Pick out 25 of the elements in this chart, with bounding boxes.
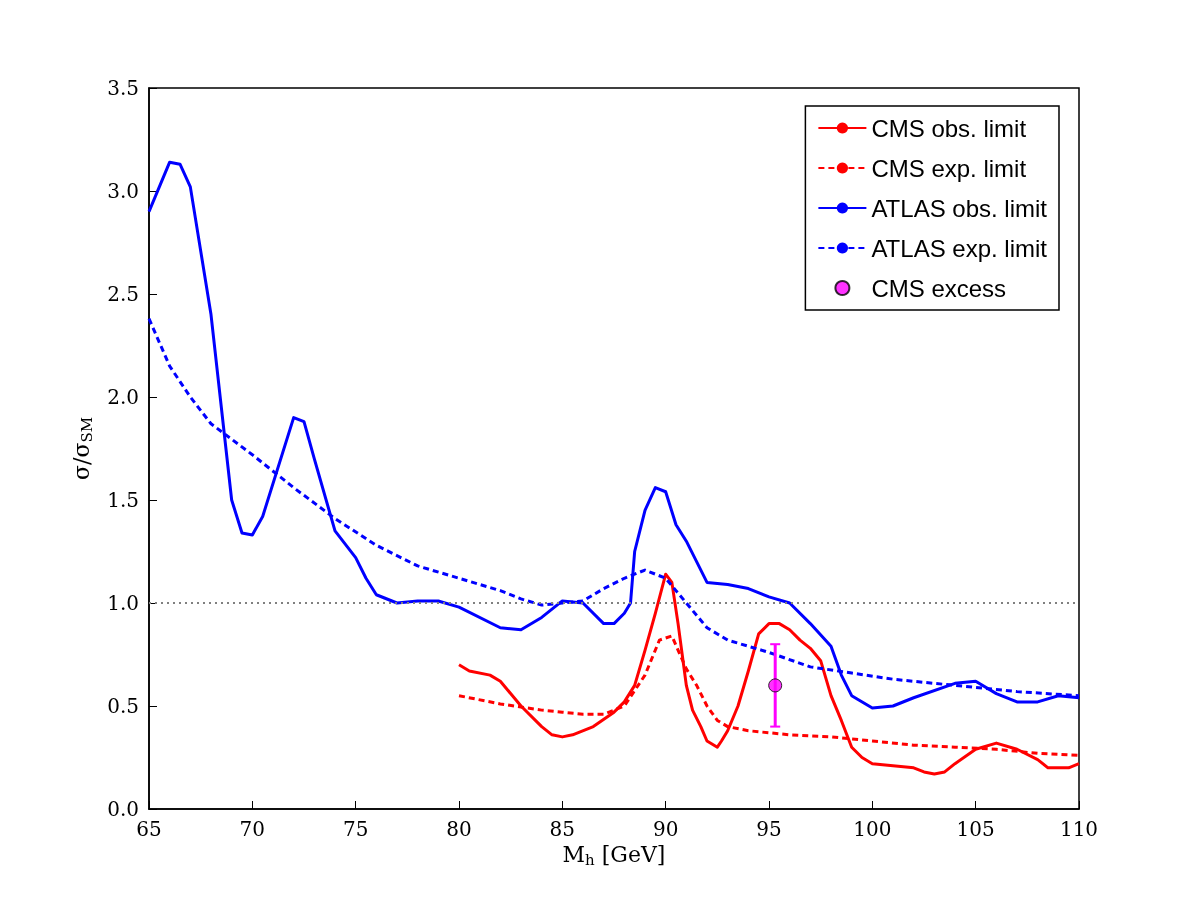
y-tick-label: 0.5 — [107, 694, 139, 718]
legend-label: CMS obs. limit — [871, 114, 1027, 142]
y-tick-label: 2.0 — [107, 385, 139, 409]
legend-label: ATLAS exp. limit — [871, 234, 1048, 262]
legend-label: CMS excess — [871, 274, 1007, 302]
y-axis-title: σ/σSM — [69, 416, 96, 481]
y-tick-label: 3.5 — [107, 76, 139, 100]
legend-label: ATLAS obs. limit — [871, 194, 1048, 222]
x-tick-label: 70 — [239, 817, 266, 841]
x-tick-label: 80 — [446, 817, 472, 841]
x-tick-label: 85 — [549, 817, 576, 841]
x-tick-label: 95 — [756, 817, 782, 841]
x-tick-label: 90 — [652, 817, 679, 841]
y-tick-label: 1.0 — [107, 591, 139, 615]
x-tick-label: 110 — [1059, 817, 1099, 841]
x-tick-label: 75 — [342, 817, 369, 841]
x-tick-label: 100 — [853, 817, 892, 841]
x-tick-label: 105 — [956, 817, 995, 841]
y-tick-label: 0.0 — [107, 797, 139, 821]
line-series — [457, 572, 1081, 776]
y-tick-label: 2.5 — [107, 282, 139, 306]
y-tick-label: 1.5 — [107, 488, 139, 512]
legend-label: CMS exp. limit — [871, 154, 1027, 182]
y-tick-label: 3.0 — [107, 179, 139, 203]
x-tick-label: 65 — [136, 817, 162, 841]
